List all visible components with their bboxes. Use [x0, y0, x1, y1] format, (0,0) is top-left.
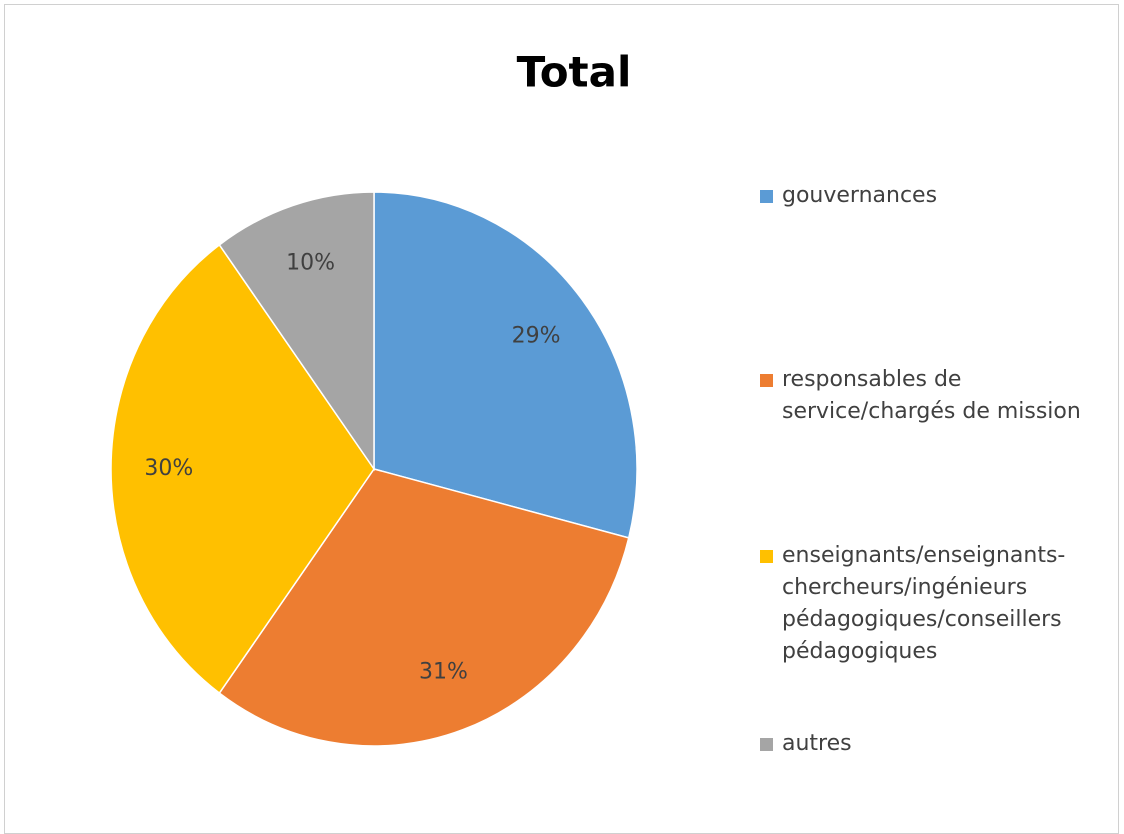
legend-label: gouvernances — [782, 183, 938, 208]
pie-slice — [218, 468, 630, 747]
legend-label: enseignants/enseignants-chercheurs/ingén… — [782, 543, 1066, 664]
legend-item: responsables de service/chargés de missi… — [760, 364, 1100, 428]
legend-item: gouvernances — [760, 180, 1100, 212]
legend-item: enseignants/enseignants-chercheurs/ingén… — [760, 540, 1100, 668]
legend-swatch — [760, 738, 773, 751]
legend-swatch — [760, 374, 773, 387]
slice-label: 30% — [144, 456, 193, 481]
legend-swatch — [760, 550, 773, 563]
slice-label: 10% — [286, 251, 335, 276]
chart-title: Total — [517, 48, 632, 97]
legend-label: autres — [782, 731, 852, 756]
slice-label: 29% — [512, 324, 561, 349]
pie-slice — [373, 191, 638, 539]
legend-item: autres — [760, 728, 1100, 760]
legend-swatch — [760, 190, 773, 203]
pie-slice — [110, 243, 375, 695]
legend-label: responsables de service/chargés de missi… — [782, 367, 1081, 424]
slice-label: 31% — [419, 659, 468, 684]
pie-slice — [218, 191, 375, 472]
